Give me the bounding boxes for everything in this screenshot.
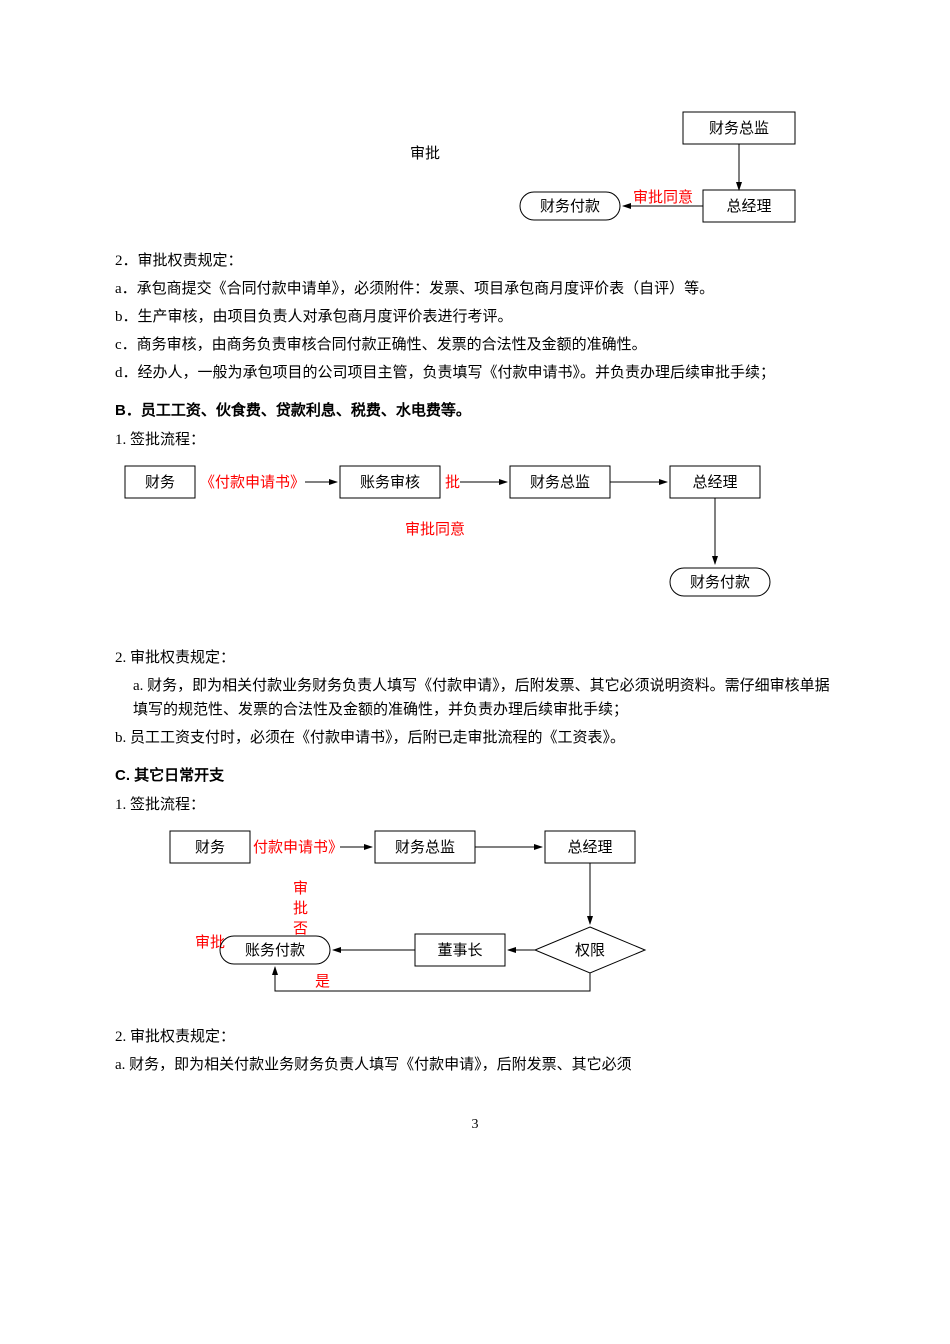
d3-fin: 财务 bbox=[195, 839, 225, 856]
diagram-b: 财务 《付款申请书》 账务审核 批 财务总监 总经理 审批同意 财务付款 bbox=[115, 456, 835, 616]
node-pay: 财务付款 bbox=[540, 198, 600, 215]
sec2-b: b．生产审核，由项目负责人对承包商月度评价表进行考评。 bbox=[115, 305, 835, 329]
heading-c: C. 其它日常开支 bbox=[115, 764, 835, 785]
d2-cfo: 财务总监 bbox=[530, 474, 590, 491]
diagram-c: 财务 付款申请书》 财务总监 总经理 审 批 否 审批 权限 董事长 账务付款 bbox=[115, 821, 835, 1021]
d3-cfo: 财务总监 bbox=[395, 839, 455, 856]
d3-auth: 权限 bbox=[575, 942, 605, 959]
d2-pay: 财务付款 bbox=[690, 574, 750, 591]
page-number: 3 bbox=[115, 1117, 835, 1133]
sec2-c: c．商务审核，由商务负责审核合同付款正确性、发票的合法性及金额的准确性。 bbox=[115, 333, 835, 357]
d3-app: 付款申请书》 bbox=[253, 839, 343, 856]
heading-b: B．员工工资、伙食费、贷款利息、税费、水电费等。 bbox=[115, 399, 835, 420]
d2-fin: 财务 bbox=[145, 474, 175, 491]
node-cfo: 财务总监 bbox=[709, 120, 769, 137]
secB2-b: b. 员工工资支付时，必须在《付款申请书》，后附已走审批流程的《工资表》。 bbox=[115, 726, 835, 750]
d3-fou: 否 bbox=[293, 921, 308, 937]
diagram-top: 财务总监 总经理 财务付款 审批同意 审批 bbox=[115, 90, 835, 245]
secB2-a: a. 财务，即为相关付款业务财务负责人填写《付款申请》，后附发票、其它必须说明资… bbox=[115, 674, 835, 722]
d2-pi: 批 bbox=[445, 474, 460, 491]
edge-label-agree: 审批同意 bbox=[633, 188, 693, 206]
d3-pi: 批 bbox=[293, 900, 308, 917]
d3-shi: 是 bbox=[315, 974, 330, 990]
d2-gm: 总经理 bbox=[692, 474, 737, 491]
sec2-d: d．经办人，一般为承包项目的公司项目主管，负责填写《付款申请书》。并负责办理后续… bbox=[115, 361, 835, 385]
secB-item1: 1. 签批流程： bbox=[115, 428, 835, 452]
document-page: 财务总监 总经理 财务付款 审批同意 审批 2．审批权责规定： a．承包商提交《… bbox=[115, 0, 835, 1173]
d2-agree: 审批同意 bbox=[405, 520, 465, 538]
label-shenpi: 审批 bbox=[410, 145, 440, 162]
node-gm: 总经理 bbox=[726, 198, 771, 215]
secB2-title: 2. 审批权责规定： bbox=[115, 646, 835, 670]
sec2-a: a．承包商提交《合同付款申请单》，必须附件：发票、项目承包商月度评价表（自评）等… bbox=[115, 277, 835, 301]
d2-app-label: 《付款申请书》 bbox=[200, 474, 305, 491]
d2-acct: 账务审核 bbox=[360, 474, 420, 491]
secC2-title: 2. 审批权责规定： bbox=[115, 1025, 835, 1049]
d3-pay: 账务付款 bbox=[245, 942, 305, 959]
secC2-a: a. 财务，即为相关付款业务财务负责人填写《付款申请》，后附发票、其它必须 bbox=[115, 1053, 835, 1077]
d3-chair: 董事长 bbox=[437, 942, 482, 959]
d3-shen: 审 bbox=[293, 880, 308, 897]
secC-item1: 1. 签批流程： bbox=[115, 793, 835, 817]
sec2-title: 2．审批权责规定： bbox=[115, 249, 835, 273]
d3-gm: 总经理 bbox=[567, 839, 612, 856]
